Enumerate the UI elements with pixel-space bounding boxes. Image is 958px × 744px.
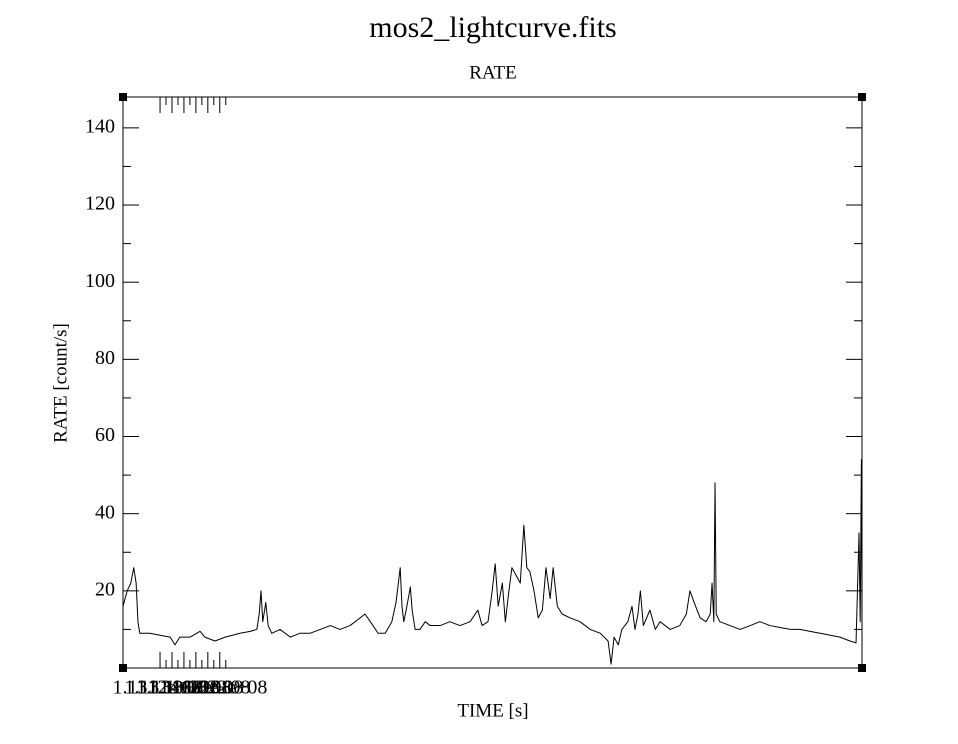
y-tick-label: 120 (85, 193, 115, 215)
corner-marker (858, 664, 866, 672)
x-axis-label: TIME [s] (457, 700, 528, 721)
light-curve (122, 459, 863, 665)
y-tick-label: 40 (95, 501, 115, 523)
plot-frame (122, 96, 863, 669)
x-tick-label: 1.1322e+08 (172, 677, 267, 699)
y-tick-label: 100 (85, 270, 115, 292)
x-tick-label: 1.1316e+08 (136, 677, 231, 699)
x-tick-label: 1.1312e+08 (112, 677, 207, 699)
corner-marker (119, 664, 127, 672)
y-tick-label: 60 (95, 424, 115, 446)
x-tick-label: 1.132e+08 (165, 677, 250, 699)
y-tick-label: 20 (95, 578, 115, 600)
y-axis-label: RATE [count/s] (50, 323, 71, 443)
corner-marker (858, 93, 866, 101)
x-tick-label: 1.1314e+08 (124, 677, 219, 699)
y-tick-label: 80 (95, 347, 115, 369)
x-tick-label: 1.1318e+08 (148, 677, 243, 699)
y-tick-label: 140 (85, 115, 115, 137)
chart-subtitle: RATE (469, 62, 517, 83)
corner-marker (119, 93, 127, 101)
chart-title: mos2_lightcurve.fits (369, 11, 616, 44)
